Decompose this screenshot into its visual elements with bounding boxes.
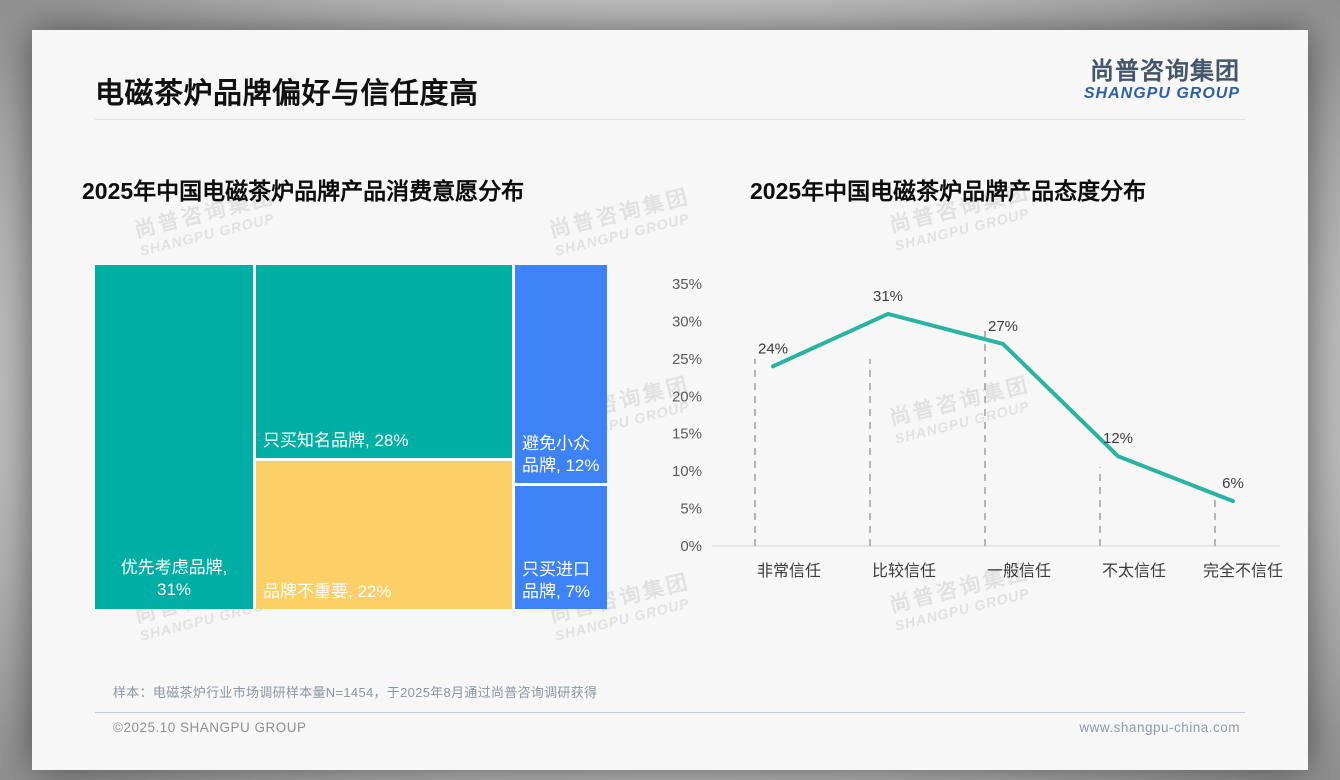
treemap-cell-import-only: 只买进口 品牌, 7% (515, 486, 607, 609)
attitude-chart-title: 2025年中国电磁茶炉品牌产品态度分布 (750, 178, 1147, 204)
x-axis-label: 非常信任 (757, 562, 821, 580)
treemap-cell-label: 品牌不重要, 22% (263, 581, 392, 601)
treemap-cell-label: 优先考虑品牌, (120, 557, 228, 577)
y-axis-label: 35% (672, 276, 702, 293)
treemap-cell-label: 31% (156, 579, 192, 599)
data-label: 12% (1103, 430, 1133, 447)
y-axis-label: 20% (672, 388, 702, 405)
x-axis-label: 完全不信任 (1203, 562, 1283, 580)
treemap-cell-label: 避免小众 (522, 433, 590, 453)
slide-card: 尚普咨询集团 SHANGPU GROUP 尚普咨询集团 SHANGPU GROUP 尚普… (32, 30, 1308, 770)
y-axis-label: 10% (672, 463, 702, 480)
company-logo: 尚普咨询集团 SHANGPU GROUP (1083, 58, 1240, 103)
header-divider (95, 119, 1245, 120)
treemap-cell-label: 只买知名品牌, 28% (263, 430, 409, 450)
footer-divider (95, 712, 1245, 713)
footer-website-link[interactable]: www.shangpu-china.com (1079, 720, 1240, 735)
y-axis-label: 0% (680, 538, 702, 555)
data-label: 27% (988, 318, 1018, 335)
logo-en-text: SHANGPU GROUP (1083, 85, 1240, 103)
data-label: 31% (873, 288, 903, 305)
y-axis-label: 15% (672, 426, 702, 443)
treemap-cell-label: 只买进口 (522, 559, 590, 579)
treemap-cell-famous-only: 只买知名品牌, 28% (256, 265, 512, 458)
treemap-cell-label: 品牌, 12% (522, 455, 600, 475)
treemap-cell-avoid-niche: 避免小众 品牌, 12% (515, 265, 607, 483)
footer-copyright: ©2025.10 SHANGPU GROUP (113, 720, 307, 735)
trend-line (771, 311, 1235, 504)
treemap-cell-prefer-brand: 优先考虑品牌, 31% (95, 265, 253, 609)
data-label: 24% (758, 340, 788, 357)
consumption-treemap: 优先考虑品牌, 31% 只买知名品牌, 28% 品牌不重要, 22% 避免小众 品牌… (95, 265, 607, 609)
y-axis-label: 5% (680, 501, 702, 518)
treemap-cell-label: 品牌, 7% (522, 581, 591, 601)
x-axis-label: 不太信任 (1102, 562, 1166, 580)
page-title: 电磁茶炉品牌偏好与信任度高 (95, 78, 479, 110)
data-label: 6% (1222, 475, 1244, 492)
x-axis-label: 一般信任 (987, 562, 1051, 580)
y-axis-label: 30% (672, 313, 702, 330)
x-axis-label: 比较信任 (872, 562, 936, 580)
logo-cn-text: 尚普咨询集团 (1090, 58, 1240, 85)
attitude-line-chart: 0% 5% 10% 15% 20% 25% 30% 35% 24% 31% 27% 12% 6% 非常信任… (672, 276, 1283, 580)
consumption-treemap-title: 2025年中国电磁茶炉品牌产品消费意愿分布 (82, 178, 525, 204)
footnote: 样本：电磁茶炉行业市场调研样本量N=1454，于2025年8月通过尚普咨询调研获… (113, 685, 598, 700)
y-axis-label: 25% (672, 351, 702, 368)
treemap-cell-brand-unimportant: 品牌不重要, 22% (256, 461, 512, 609)
